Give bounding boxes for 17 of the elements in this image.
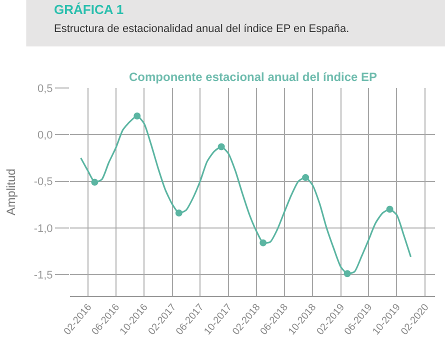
- point: [218, 143, 225, 150]
- y-tick-label: -0,5: [34, 176, 53, 188]
- y-tick-label: 0,0: [38, 129, 53, 142]
- y-tick-label: 0,5: [38, 82, 53, 95]
- point: [134, 112, 141, 120]
- y-axis-title: Amplitud: [4, 168, 18, 216]
- y-tick-label: -1,0: [34, 222, 53, 235]
- point: [302, 174, 310, 182]
- point: [386, 206, 394, 213]
- point: [344, 270, 351, 278]
- chart-title: GRÁFICA 1: [54, 2, 124, 17]
- point: [91, 178, 98, 186]
- text: Componente estacional anual del índice EP: [129, 70, 378, 84]
- chart-subtitle: Estructura de estacionalidad anual del índice EP en España.: [54, 23, 350, 35]
- y-tick-label: -1,5: [34, 269, 53, 282]
- point: [175, 209, 182, 216]
- point: [260, 239, 267, 246]
